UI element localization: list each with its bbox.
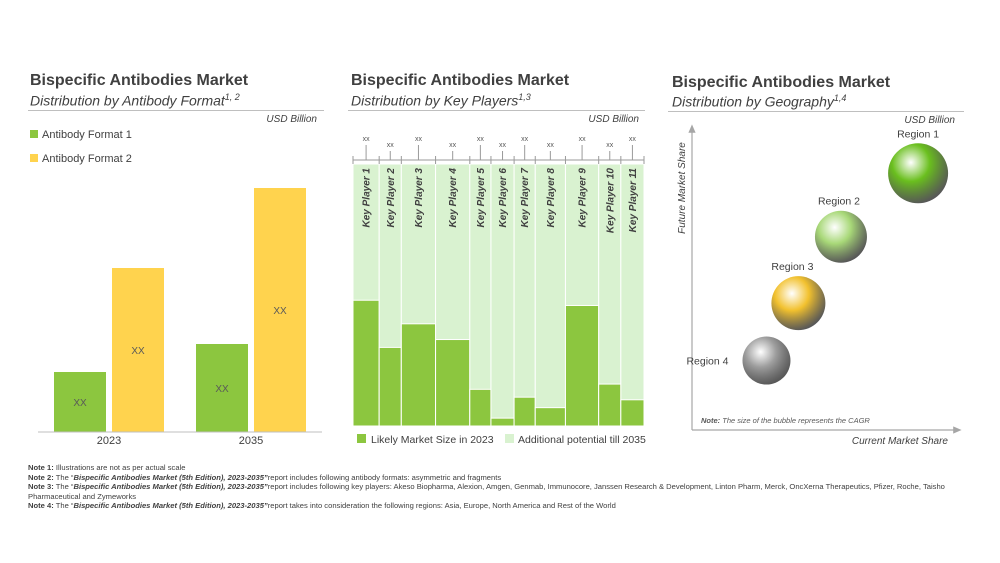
bubble-label-2: Region 2 (818, 196, 860, 208)
note-1: Note 1: Illustrations are not as per act… (28, 463, 973, 473)
player-label-5: Key Player 5 (476, 168, 487, 228)
bubble-label-4: Region 4 (686, 356, 728, 368)
x-axis-label: Current Market Share (852, 436, 949, 447)
legend-swatch-potential (505, 434, 514, 443)
note-2-label: Note 2: (28, 472, 54, 482)
x-tick-label: 2023 (97, 435, 121, 447)
note-2-text: report includes following antibody forma… (267, 472, 502, 482)
note-3-label: Note 3: (28, 482, 54, 492)
bubble-label-3: Region 3 (771, 261, 813, 273)
bar-2023-1 (54, 372, 106, 432)
player-label-11: Key Player 11 (628, 168, 639, 233)
note-3-text: report includes following key players: A… (28, 482, 945, 501)
bar-value-label: XX (215, 384, 229, 395)
panel2-title: Bispecific Antibodies Market (351, 72, 570, 89)
bar-market-size-4 (435, 339, 471, 427)
player-label-3: Key Player 3 (414, 168, 425, 228)
panel1-unit: USD Billion (266, 114, 317, 125)
bar-2023-2 (112, 268, 164, 432)
bar-market-size-11 (620, 399, 645, 427)
bar-market-size-9 (564, 304, 600, 427)
bubble-note: Note: The size of the bubble represents … (701, 416, 870, 425)
bubble-2 (814, 210, 867, 263)
player-label-2: Key Player 2 (386, 168, 397, 228)
panel2-unit: USD Billion (588, 114, 639, 125)
panel3-title: Bispecific Antibodies Market (672, 74, 891, 91)
bubble-label-1: Region 1 (897, 128, 939, 140)
player-label-9: Key Player 9 (578, 168, 589, 228)
top-label-1: xx (363, 136, 371, 143)
note-4: Note 4: The “Bispecific Antibodies Marke… (28, 501, 973, 511)
note-2: Note 2: The “Bispecific Antibodies Marke… (28, 473, 973, 483)
note-2-prefix: The “ (55, 472, 74, 482)
note-4-title: Bispecific Antibodies Market (5th Editio… (73, 501, 268, 511)
note-4-text: report takes into consideration the foll… (267, 501, 616, 511)
note-2-title: Bispecific Antibodies Market (5th Editio… (73, 472, 268, 482)
panel3-subtitle-text: Distribution by Geography (672, 93, 834, 110)
top-label-2: xx (387, 142, 395, 149)
bar-market-size-3 (400, 323, 437, 427)
top-label-8: xx (547, 142, 555, 149)
legend-label-2: Antibody Format 2 (42, 153, 132, 165)
bar-market-size-1 (352, 299, 380, 427)
bubble-4 (742, 336, 791, 385)
legend-swatch-market-size (357, 434, 366, 443)
note-4-label: Note 4: (28, 501, 54, 511)
top-label-11: xx (629, 136, 637, 143)
panel2-rule (348, 110, 645, 111)
note-1-text: Illustrations are not as per actual scal… (55, 463, 186, 472)
panel1-title: Bispecific Antibodies Market (30, 72, 249, 89)
legend-label-potential: Additional potential till 2035 (518, 434, 646, 446)
bubble-note-label: Note: (701, 416, 721, 425)
x-tick-label: 2035 (239, 435, 263, 447)
panel1-subtitle-sup: 1, 2 (224, 92, 240, 102)
panel1-rule (28, 110, 324, 111)
bar-value-label: XX (131, 346, 145, 357)
note-3-title: Bispecific Antibodies Market (5th Editio… (73, 482, 268, 492)
panel1-subtitle-text: Distribution by Antibody Format (30, 92, 225, 109)
bubble-3 (771, 276, 826, 331)
panel3-subtitle: Distribution by Geography1,4 (672, 93, 846, 110)
legend-label-market-size: Likely Market Size in 2023 (371, 434, 494, 446)
legend-label-1: Antibody Format 1 (42, 129, 132, 141)
top-label-10: xx (606, 142, 614, 149)
player-label-7: Key Player 7 (520, 168, 531, 228)
note-3: Note 3: The “Bispecific Antibodies Marke… (28, 482, 973, 501)
top-label-6: xx (499, 142, 507, 149)
top-label-5: xx (477, 136, 485, 143)
bar-2035-2 (254, 188, 306, 432)
bar-value-label: XX (73, 398, 87, 409)
panel2-subtitle-sup: 1,3 (518, 92, 531, 102)
note-1-label: Note 1: (28, 463, 54, 472)
bar-potential-8 (534, 163, 566, 427)
panel1-subtitle: Distribution by Antibody Format1, 2 (30, 92, 240, 109)
player-label-8: Key Player 8 (546, 168, 557, 228)
player-label-1: Key Player 1 (362, 168, 373, 228)
top-label-4: xx (449, 142, 457, 149)
panel2-subtitle-text: Distribution by Key Players (351, 92, 519, 109)
bubble-1 (888, 143, 949, 204)
panel3-rule (668, 111, 964, 112)
legend-swatch-1 (30, 130, 38, 138)
panel3-subtitle-sup: 1,4 (833, 93, 847, 103)
note-3-prefix: The “ (55, 482, 74, 492)
panel3-unit: USD Billion (904, 115, 955, 126)
bar-value-label: XX (273, 306, 287, 317)
panel2-subtitle: Distribution by Key Players1,3 (351, 92, 531, 109)
bubble-note-text: The size of the bubble represents the CA… (720, 416, 870, 425)
footnotes: Note 1: Illustrations are not as per act… (28, 463, 973, 511)
player-label-4: Key Player 4 (448, 168, 459, 228)
bar-2035-1 (196, 344, 248, 432)
note-4-prefix: The “ (55, 501, 74, 511)
player-label-6: Key Player 6 (498, 168, 509, 228)
y-axis-label: Future Market Share (677, 142, 688, 234)
top-label-3: xx (415, 136, 423, 143)
legend-swatch-2 (30, 154, 38, 162)
player-label-10: Key Player 10 (605, 168, 616, 233)
top-label-9: xx (579, 136, 587, 143)
top-label-7: xx (521, 136, 529, 143)
